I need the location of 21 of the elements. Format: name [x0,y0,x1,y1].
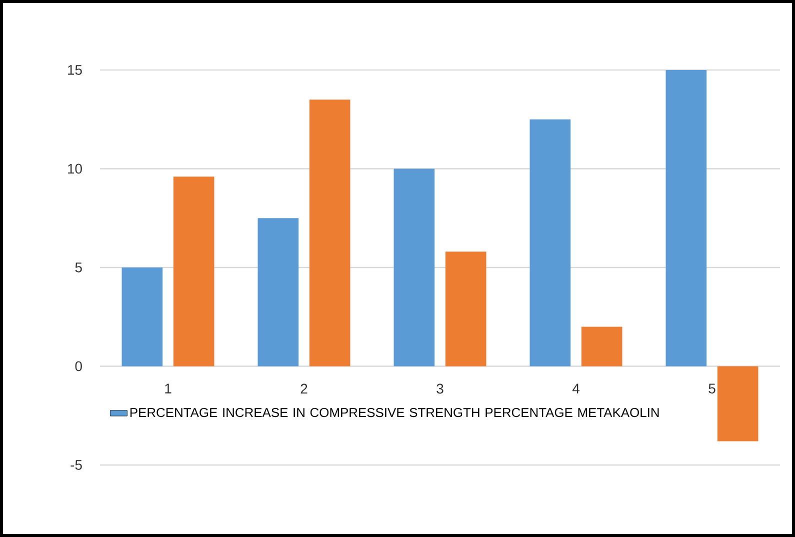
bar [445,252,486,366]
bar [717,366,758,442]
bar [394,168,435,366]
x-tick-label: 2 [300,384,308,394]
legend-label: PERCENTAGE INCREASE IN COMPRESSIVE STRENGTH PERCENTAGE METAKAOLIN [130,408,659,418]
bar [122,267,163,366]
bar [173,176,214,366]
x-tick-label: 1 [165,384,172,394]
y-tick-label: 15 [68,65,82,75]
bar [258,218,299,366]
x-tick-label: 5 [708,384,716,394]
x-tick-label: 3 [436,384,444,394]
x-tick-label: 4 [572,384,580,394]
y-tick-label: 5 [75,262,82,272]
y-tick-label: -5 [70,460,82,470]
bar [666,70,707,366]
bar [309,100,350,366]
y-tick-label: 0 [75,361,82,372]
bar [530,119,571,366]
bar [581,326,622,366]
y-tick-label: 10 [68,164,82,174]
